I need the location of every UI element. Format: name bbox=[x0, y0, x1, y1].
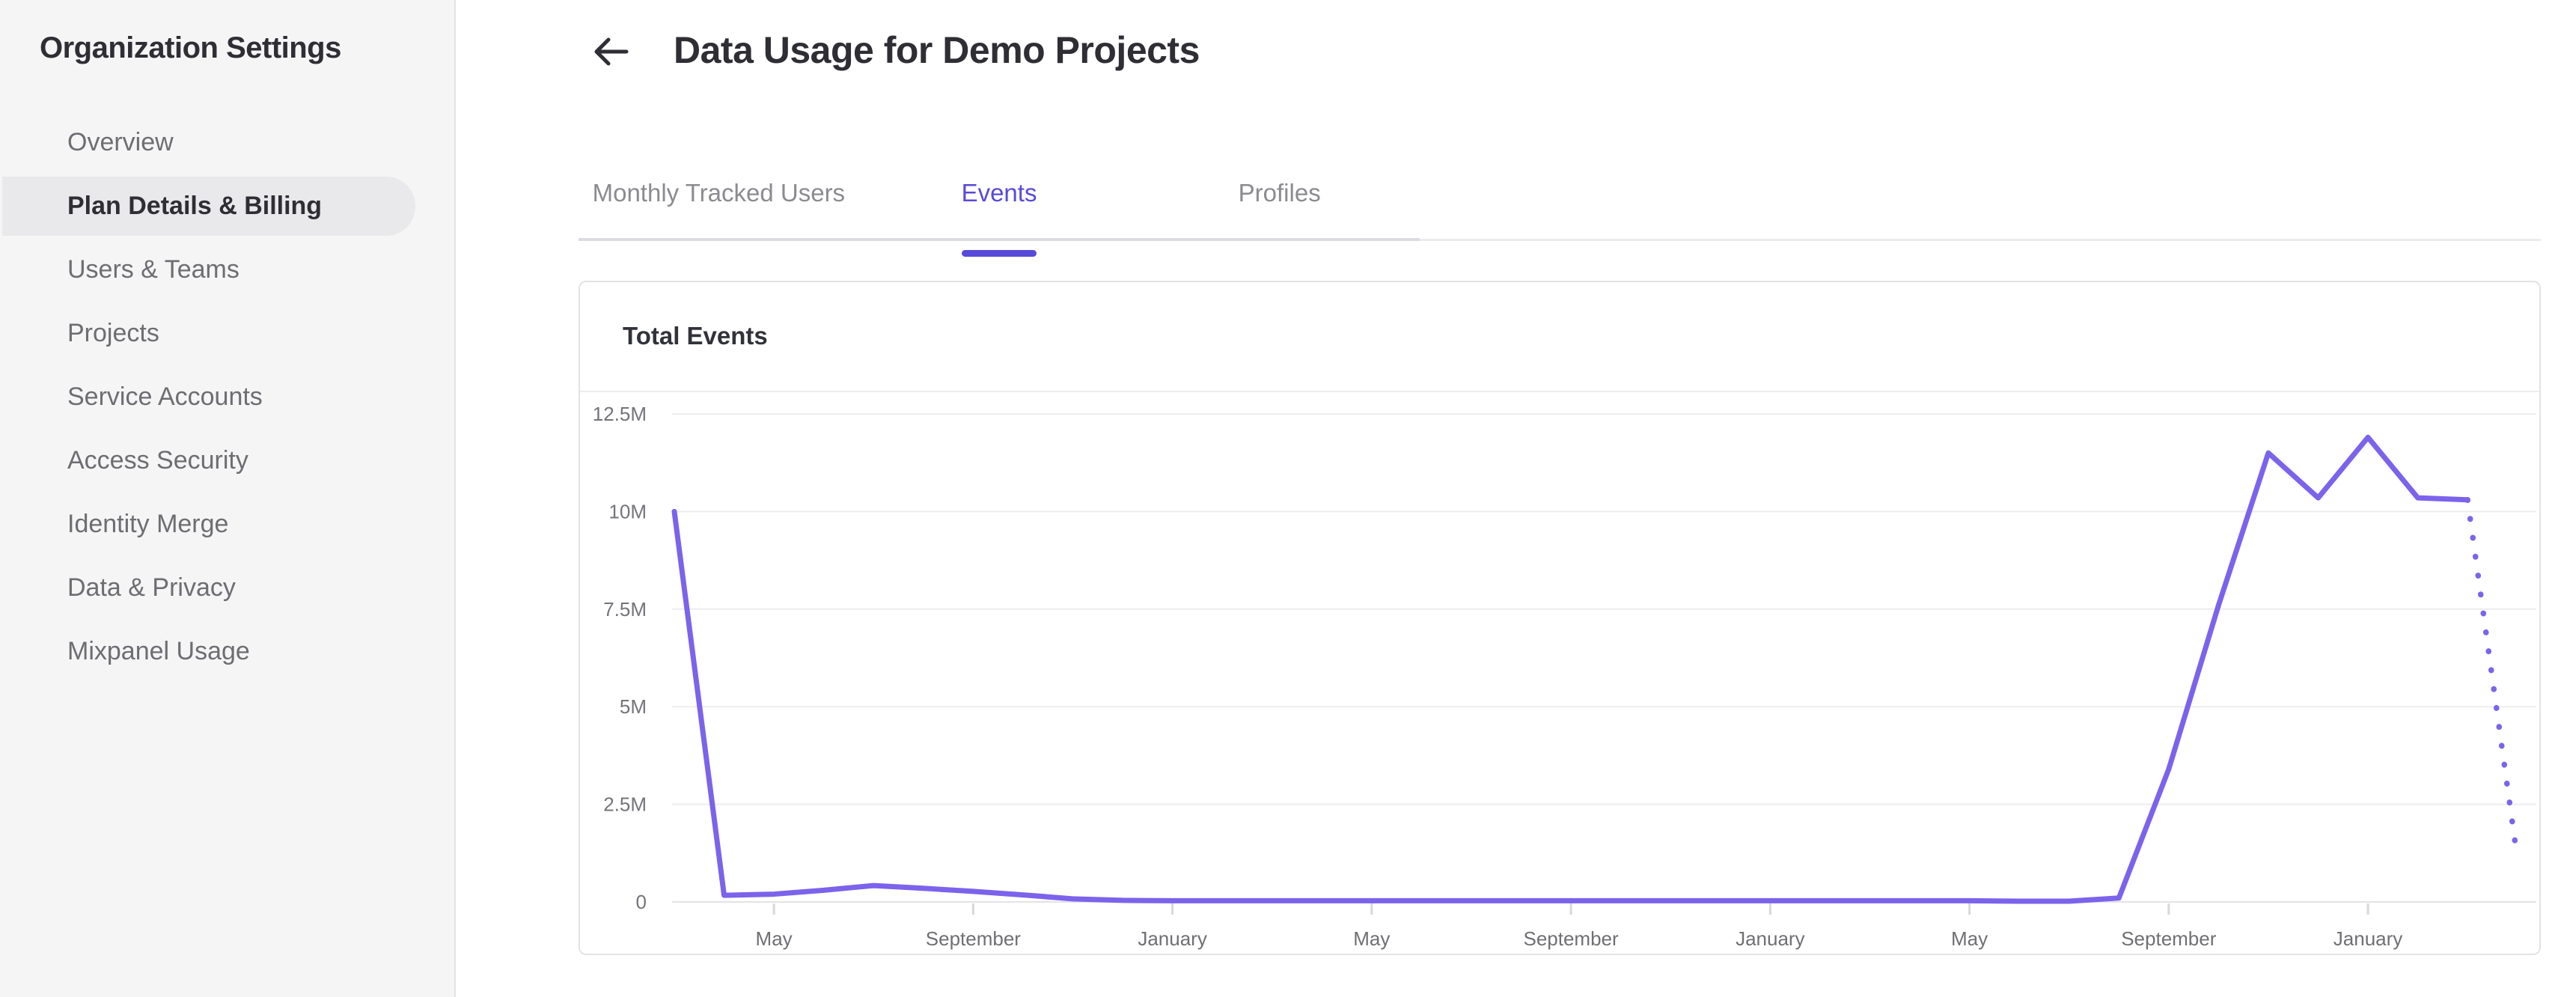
page-title: Data Usage for Demo Projects bbox=[674, 29, 1200, 71]
tab-profiles[interactable]: Profiles bbox=[1139, 146, 1420, 240]
total-events-line-projected-dotted bbox=[2464, 497, 2521, 862]
x-axis-label: May bbox=[1353, 927, 1390, 950]
card-title: Total Events bbox=[623, 322, 768, 350]
tab-label: Profiles bbox=[1238, 179, 1321, 207]
sidebar-item-users-teams[interactable]: Users & Teams bbox=[67, 255, 239, 284]
y-axis-label-10M: 10M bbox=[608, 500, 647, 522]
sidebar-item-service-accounts[interactable]: Service Accounts bbox=[67, 382, 263, 411]
left-arrow-icon bbox=[592, 35, 631, 70]
x-axis-label: January bbox=[2334, 927, 2403, 950]
x-axis-label: May bbox=[1951, 927, 1988, 950]
total-events-line-chart[interactable]: 0 2.5M 5M 7.5M 10M 12.5M May September January Ma… bbox=[580, 282, 2539, 954]
data-usage-tabs: Monthly Tracked Users Events Profiles bbox=[579, 146, 1420, 257]
x-axis-label: January bbox=[1138, 927, 1207, 950]
x-axis-label: September bbox=[2121, 927, 2217, 950]
y-axis-label-5M: 5M bbox=[620, 695, 647, 718]
x-axis-label: September bbox=[1523, 927, 1619, 950]
sidebar-item-data-privacy[interactable]: Data & Privacy bbox=[67, 573, 236, 602]
sidebar-item-access-security[interactable]: Access Security bbox=[67, 446, 248, 475]
back-button[interactable] bbox=[590, 31, 633, 73]
sidebar-item-overview[interactable]: Overview bbox=[67, 128, 174, 156]
tab-monthly-tracked-users[interactable]: Monthly Tracked Users bbox=[579, 146, 859, 240]
tab-events[interactable]: Events bbox=[859, 146, 1140, 257]
y-axis-label-12.5M: 12.5M bbox=[593, 403, 647, 425]
sidebar-title: Organization Settings bbox=[40, 31, 341, 64]
tab-label: Monthly Tracked Users bbox=[592, 179, 846, 207]
tabs-bottom-border-active-region bbox=[579, 238, 1420, 241]
tabs-bottom-border bbox=[579, 239, 2541, 241]
sidebar-item-mixpanel-usage[interactable]: Mixpanel Usage bbox=[67, 637, 250, 665]
total-events-card: Total Events 0 2.5M 5M 7.5M 10M 12.5M May Septe… bbox=[579, 281, 2541, 955]
organization-settings-sidebar: Organization Settings Overview Plan Detai… bbox=[0, 0, 456, 997]
x-axis-label: January bbox=[1736, 927, 1805, 950]
x-axis-label: September bbox=[926, 927, 1022, 950]
sidebar-nav: Overview Plan Details & Billing Users & Te… bbox=[0, 111, 454, 683]
y-axis-label-2.5M: 2.5M bbox=[603, 793, 647, 816]
sidebar-item-identity-merge[interactable]: Identity Merge bbox=[67, 510, 229, 538]
sidebar-item-projects[interactable]: Projects bbox=[67, 319, 159, 347]
y-axis-label-7.5M: 7.5M bbox=[603, 598, 647, 621]
x-axis-label: May bbox=[756, 927, 793, 950]
y-axis-label-0: 0 bbox=[636, 891, 647, 913]
tab-label: Events bbox=[961, 179, 1037, 257]
total-events-line-solid bbox=[671, 434, 2470, 904]
card-header-divider bbox=[580, 391, 2539, 392]
sidebar-item-plan-details-billing[interactable]: Plan Details & Billing bbox=[0, 174, 418, 238]
